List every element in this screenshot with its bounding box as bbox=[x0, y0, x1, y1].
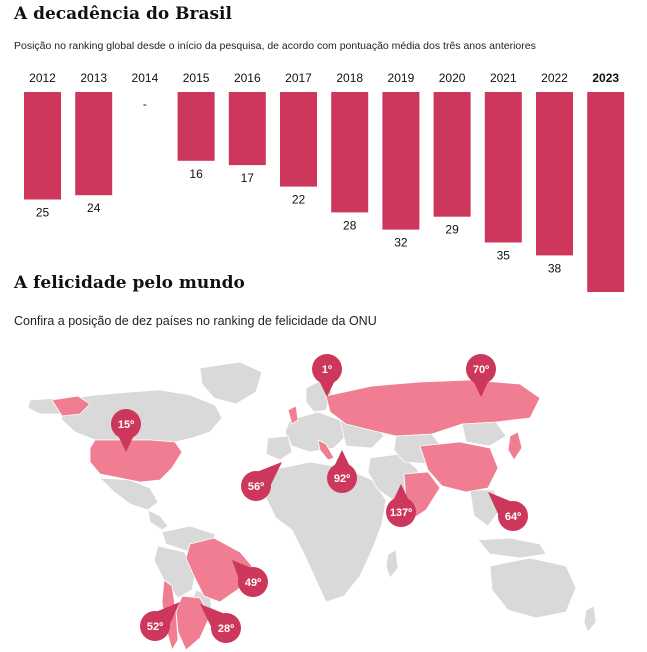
country-iberia bbox=[265, 435, 293, 461]
marker-head-56 bbox=[241, 471, 271, 501]
country-peru-bolivia bbox=[153, 545, 197, 599]
year-label-2022: 2022 bbox=[541, 71, 568, 85]
marker-label-64: 64º bbox=[505, 511, 521, 523]
ranking-bar-chart: 2012 25 2013 24 2014 - 2015 16 2016 17 2017 22 2018 2… bbox=[24, 71, 625, 292]
year-label-2018: 2018 bbox=[336, 71, 363, 85]
marker-head-52 bbox=[140, 611, 170, 641]
bar-2015 bbox=[177, 92, 215, 161]
marker-15: 15º bbox=[111, 409, 141, 452]
country-usa bbox=[89, 439, 183, 483]
year-label-2012: 2012 bbox=[29, 71, 56, 85]
bar-2022 bbox=[536, 92, 573, 256]
marker-70: 70º bbox=[466, 354, 496, 397]
ranking-markers: 15º 1º 70º 56º 92º 137º 64º 49º 52º 28º bbox=[111, 354, 528, 643]
marker-head-70 bbox=[466, 354, 496, 384]
map-subtitle: Confira a posição de dez países no ranki… bbox=[14, 314, 377, 328]
marker-49: 49º bbox=[232, 560, 268, 597]
year-label-2019: 2019 bbox=[388, 71, 415, 85]
country-africa bbox=[265, 461, 387, 603]
marker-head-1 bbox=[312, 354, 342, 384]
bar-2023 bbox=[587, 92, 625, 292]
value-label-2019: 32 bbox=[394, 236, 408, 250]
bar-2012 bbox=[24, 92, 61, 200]
year-label-2013: 2013 bbox=[80, 71, 107, 85]
world-happiness-map: 15º 1º 70º 56º 92º 137º 64º 49º 52º 28º bbox=[27, 354, 597, 652]
marker-head-28 bbox=[211, 613, 241, 643]
country-china bbox=[419, 441, 499, 493]
bar-2018 bbox=[331, 92, 369, 213]
value-label-2014: - bbox=[143, 97, 147, 111]
year-label-2023: 2023 bbox=[592, 71, 619, 85]
marker-92: 92º bbox=[327, 450, 357, 493]
country-australia bbox=[489, 557, 577, 619]
bar-2021 bbox=[484, 92, 522, 243]
bar-2020 bbox=[433, 92, 471, 217]
value-label-2012: 25 bbox=[36, 206, 50, 220]
country-central-america bbox=[147, 509, 169, 531]
marker-label-49: 49º bbox=[245, 577, 261, 589]
country-japan bbox=[507, 431, 523, 461]
value-label-2017: 22 bbox=[292, 193, 306, 207]
value-label-2018: 28 bbox=[343, 218, 357, 232]
bar-2019 bbox=[382, 92, 420, 230]
value-label-2020: 29 bbox=[445, 223, 459, 237]
marker-head-64 bbox=[498, 501, 528, 531]
country-alaska-usa bbox=[51, 395, 91, 417]
country-mexico bbox=[98, 477, 159, 511]
country-korea-mongolia bbox=[461, 421, 507, 447]
marker-head-137 bbox=[386, 497, 416, 527]
bar-2016 bbox=[228, 92, 266, 166]
year-label-2017: 2017 bbox=[285, 71, 312, 85]
marker-label-56: 56º bbox=[248, 481, 264, 493]
country-new-zealand bbox=[583, 605, 597, 633]
country-uk bbox=[287, 405, 299, 425]
bar-chart-subtitle: Posição no ranking global desde o início… bbox=[14, 40, 536, 52]
marker-label-92: 92º bbox=[334, 473, 350, 485]
bar-2013 bbox=[75, 92, 113, 196]
marker-label-15: 15º bbox=[118, 419, 134, 431]
value-label-2021: 35 bbox=[497, 249, 511, 263]
year-label-2016: 2016 bbox=[234, 71, 261, 85]
marker-64: 64º bbox=[488, 492, 528, 531]
marker-label-70: 70º bbox=[473, 364, 489, 376]
year-label-2021: 2021 bbox=[490, 71, 517, 85]
country-madagascar bbox=[385, 549, 399, 579]
country-greenland bbox=[199, 361, 263, 405]
value-label-2022: 38 bbox=[548, 261, 562, 275]
country-canada bbox=[59, 389, 223, 443]
country-italy bbox=[317, 439, 335, 461]
year-label-2020: 2020 bbox=[439, 71, 466, 85]
marker-head-49 bbox=[238, 567, 268, 597]
marker-label-137: 137º bbox=[390, 507, 412, 519]
bar-chart-title: A decadência do Brasil bbox=[14, 4, 232, 24]
marker-56: 56º bbox=[241, 462, 282, 501]
country-finland-russia bbox=[325, 379, 541, 437]
value-label-2013: 24 bbox=[87, 201, 101, 215]
map-title: A felicidade pelo mundo bbox=[14, 273, 245, 293]
marker-52: 52º bbox=[140, 602, 180, 641]
country-brazil bbox=[185, 537, 253, 603]
year-label-2015: 2015 bbox=[183, 71, 210, 85]
marker-28: 28º bbox=[200, 604, 241, 643]
marker-label-28: 28º bbox=[218, 623, 234, 635]
marker-137: 137º bbox=[386, 484, 416, 527]
marker-head-15 bbox=[111, 409, 141, 439]
year-label-2014: 2014 bbox=[132, 71, 159, 85]
bar-2017 bbox=[280, 92, 317, 187]
marker-label-1: 1º bbox=[322, 364, 332, 376]
marker-1: 1º bbox=[312, 354, 342, 397]
value-label-2015: 16 bbox=[189, 167, 203, 181]
marker-label-52: 52º bbox=[147, 621, 163, 633]
country-indonesia bbox=[477, 537, 547, 559]
value-label-2016: 17 bbox=[241, 171, 255, 185]
marker-head-92 bbox=[327, 463, 357, 493]
highlighted-countries bbox=[51, 379, 541, 652]
